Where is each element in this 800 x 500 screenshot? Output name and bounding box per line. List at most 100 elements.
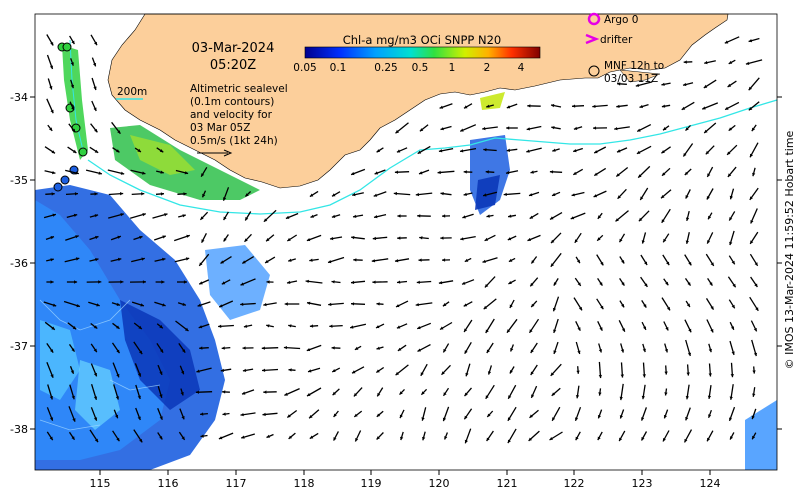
velocity-arrow-head bbox=[266, 280, 270, 284]
colorbar-tick: 0.5 bbox=[412, 62, 429, 74]
velocity-arrow-head bbox=[419, 128, 424, 132]
x-axis: 115 116 117 118 119 120 121 122 123 124 bbox=[90, 470, 721, 490]
velocity-arrow-head bbox=[507, 329, 511, 333]
velocity-arrow-head bbox=[266, 324, 270, 328]
velocity-arrow-head bbox=[663, 238, 667, 243]
velocity-arrow-head bbox=[93, 396, 98, 400]
velocity-arrow-head bbox=[159, 394, 163, 398]
velocity-arrow-head bbox=[116, 373, 120, 378]
velocity-arrow-head bbox=[395, 371, 399, 376]
velocity-arrow-head bbox=[708, 414, 712, 418]
velocity-arrow-head bbox=[751, 415, 755, 420]
velocity-arrow-head bbox=[620, 349, 625, 353]
velocity-arrow-head bbox=[576, 370, 580, 374]
velocity-arrow-head bbox=[421, 391, 425, 395]
velocity-arrow-head bbox=[142, 171, 146, 175]
velocity-arrow-head bbox=[687, 282, 691, 286]
velocity-arrow-head bbox=[200, 412, 204, 416]
velocity-arrow-head bbox=[635, 83, 640, 87]
velocity-arrow-head bbox=[262, 412, 266, 417]
velocity-arrow-head bbox=[553, 329, 557, 333]
velocity-arrow-head bbox=[688, 328, 692, 333]
velocity-arrow-head bbox=[464, 392, 468, 397]
velocity-arrow-head bbox=[530, 170, 534, 174]
velocity-arrow-head bbox=[242, 260, 246, 264]
velocity-arrow-head bbox=[376, 149, 381, 153]
velocity-arrow-head bbox=[182, 302, 186, 306]
velocity-arrow-head bbox=[52, 213, 56, 217]
velocity-arrow-head bbox=[288, 324, 292, 328]
land-australia bbox=[107, 13, 729, 189]
velocity-arrow-head bbox=[50, 374, 54, 378]
velocity-arrow-head bbox=[748, 39, 753, 43]
velocity-arrow-head bbox=[597, 436, 601, 441]
y-tick-label: -38 bbox=[10, 423, 28, 436]
velocity-arrow-head bbox=[196, 369, 200, 373]
velocity-arrow-head bbox=[506, 105, 511, 109]
velocity-arrow-head bbox=[74, 280, 78, 284]
velocity-arrow-head bbox=[288, 435, 293, 439]
velocity-arrow-head bbox=[220, 368, 225, 372]
velocity-arrow-head bbox=[399, 414, 403, 419]
velocity-arrow-head bbox=[353, 393, 358, 397]
velocity-arrow-head bbox=[195, 390, 199, 394]
velocity-arrow-head bbox=[442, 417, 447, 422]
velocity-arrow-head bbox=[219, 304, 223, 308]
velocity-arrow-head bbox=[393, 191, 397, 196]
velocity-arrow-head bbox=[482, 126, 486, 131]
velocity-arrow-head bbox=[707, 395, 712, 399]
velocity-arrow-head bbox=[120, 280, 124, 284]
velocity-arrow-head bbox=[371, 259, 376, 263]
velocity-arrow-head bbox=[577, 282, 581, 286]
velocity-arrow-head bbox=[597, 215, 602, 219]
velocity-arrow-head bbox=[137, 416, 141, 420]
velocity-arrow-head bbox=[685, 396, 689, 400]
x-tick-label: 123 bbox=[632, 477, 653, 490]
velocity-arrow-head bbox=[752, 172, 756, 177]
velocity-arrow-head bbox=[137, 373, 142, 377]
velocity-arrow-head bbox=[686, 303, 690, 307]
velocity-arrow-head bbox=[71, 348, 75, 352]
velocity-arrow-head bbox=[661, 82, 665, 86]
sealevel-contour bbox=[39, 299, 161, 431]
velocity-arrow-head bbox=[684, 171, 689, 175]
velocity-arrow-head bbox=[93, 325, 98, 329]
velocity-arrow-head bbox=[51, 326, 55, 330]
velocity-arrow-head bbox=[664, 371, 668, 375]
velocity-arrow-head bbox=[463, 303, 468, 307]
velocity-arrow-head bbox=[94, 214, 99, 218]
velocity-arrow-head bbox=[683, 60, 687, 64]
velocity-arrow-head bbox=[93, 62, 97, 67]
velocity-arrow-head bbox=[223, 216, 227, 221]
velocity-arrow-head bbox=[420, 372, 424, 376]
velocity-arrow-head bbox=[573, 149, 577, 153]
legend-mnf-line2: 03/03 11Z bbox=[604, 73, 658, 85]
velocity-arrow-head bbox=[551, 392, 556, 396]
velocity-arrow-head bbox=[399, 391, 403, 395]
velocity-arrow-head bbox=[350, 325, 354, 329]
velocity-arrow-head bbox=[395, 259, 399, 263]
velocity-arrow-head bbox=[485, 329, 489, 333]
velocity-arrow-head bbox=[571, 193, 575, 197]
velocity-arrow-head bbox=[306, 238, 311, 242]
colorbar: Chl-a mg/m3 OCi SNPP N20 0.05 0.1 0.25 0… bbox=[293, 33, 541, 74]
velocity-arrow-head bbox=[422, 436, 426, 441]
velocity-arrow-head bbox=[117, 130, 121, 134]
velocity-arrow-head bbox=[483, 148, 487, 152]
velocity-arrow-head bbox=[120, 213, 124, 217]
velocity-arrow-head bbox=[702, 106, 706, 110]
velocity-arrow-head bbox=[482, 259, 486, 263]
velocity-arrow-head bbox=[332, 391, 336, 396]
velocity-arrow-head bbox=[416, 280, 420, 284]
velocity-arrow-head bbox=[261, 346, 265, 350]
velocity-arrow-head bbox=[460, 237, 464, 241]
velocity-arrow-head bbox=[354, 413, 358, 417]
velocity-arrow-head bbox=[706, 196, 710, 200]
velocity-arrow-head bbox=[552, 148, 556, 152]
velocity-arrow-head bbox=[52, 171, 56, 175]
velocity-arrow-head bbox=[115, 396, 119, 400]
velocity-arrow-head bbox=[487, 371, 492, 375]
velocity-arrow-head bbox=[181, 370, 185, 375]
velocity-arrow-head bbox=[729, 417, 733, 421]
velocity-arrow-head bbox=[309, 193, 314, 197]
